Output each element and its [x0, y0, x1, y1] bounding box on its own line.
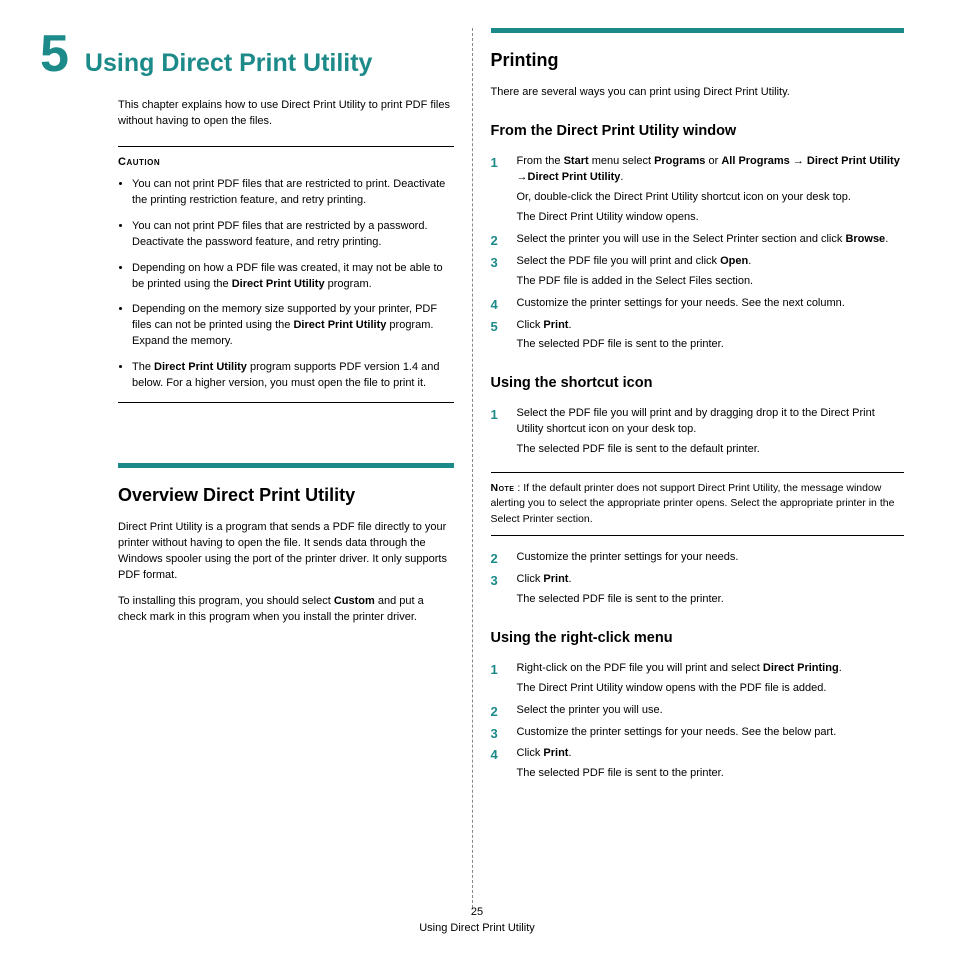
caution-block: Caution You can not print PDF files that…: [118, 155, 454, 392]
sub3-steps: Right-click on the PDF file you will pri…: [491, 661, 905, 783]
left-column: 5 Using Direct Print Utility This chapte…: [40, 28, 472, 895]
step-subtext: The selected PDF file is sent to the def…: [517, 442, 905, 458]
step-item: Click Print.The selected PDF file is sen…: [491, 572, 905, 608]
chapter-header: 5 Using Direct Print Utility: [40, 28, 454, 80]
section-rule-printing: [491, 28, 905, 33]
step-item: Select the PDF file you will print and b…: [491, 406, 905, 458]
chapter-intro: This chapter explains how to use Direct …: [118, 98, 454, 130]
overview-heading: Overview Direct Print Utility: [118, 482, 454, 508]
step-item: Select the PDF file you will print and c…: [491, 254, 905, 290]
sub2-heading: Using the shortcut icon: [491, 373, 905, 394]
chapter-number: 5: [40, 28, 69, 80]
caution-item: Depending on the memory size supported b…: [132, 302, 454, 350]
chapter-title: Using Direct Print Utility: [85, 50, 373, 78]
step-item: Select the printer you will use.: [491, 703, 905, 719]
caution-item: You can not print PDF files that are res…: [132, 219, 454, 251]
caution-rule-top: [118, 146, 454, 147]
step-item: From the Start menu select Programs or A…: [491, 154, 905, 226]
step-subtext: The selected PDF file is sent to the pri…: [517, 592, 905, 608]
caution-item: Depending on how a PDF file was created,…: [132, 261, 454, 293]
step-subtext: The PDF file is added in the Select File…: [517, 274, 905, 290]
sub2-steps-1: Select the PDF file you will print and b…: [491, 406, 905, 458]
step-item: Customize the printer settings for your …: [491, 296, 905, 312]
step-item: Select the printer you will use in the S…: [491, 232, 905, 248]
sub2-steps-2: Customize the printer settings for your …: [491, 550, 905, 608]
step-item: Click Print.The selected PDF file is sen…: [491, 318, 905, 354]
step-subtext: The selected PDF file is sent to the pri…: [517, 337, 905, 353]
page-container: 5 Using Direct Print Utility This chapte…: [0, 0, 954, 895]
section-rule-overview: [118, 463, 454, 468]
printing-heading: Printing: [491, 47, 905, 73]
caution-label: Caution: [118, 155, 454, 171]
right-column: Printing There are several ways you can …: [473, 28, 905, 895]
sub3-heading: Using the right-click menu: [491, 628, 905, 649]
note-colon: :: [514, 482, 523, 494]
step-item: Customize the printer settings for your …: [491, 725, 905, 741]
sub1-heading: From the Direct Print Utility window: [491, 121, 905, 142]
caution-item: The Direct Print Utility program support…: [132, 360, 454, 392]
step-item: Right-click on the PDF file you will pri…: [491, 661, 905, 697]
printing-intro: There are several ways you can print usi…: [491, 85, 905, 101]
step-item: Click Print.The selected PDF file is sen…: [491, 746, 905, 782]
step-subtext: The Direct Print Utility window opens.: [517, 210, 905, 226]
caution-item: You can not print PDF files that are res…: [132, 177, 454, 209]
step-subtext: Or, double-click the Direct Print Utilit…: [517, 190, 905, 206]
note-box: Note : If the default printer does not s…: [491, 472, 905, 536]
overview-paragraph-2: To installing this program, you should s…: [118, 594, 454, 626]
footer-title: Using Direct Print Utility: [0, 921, 954, 936]
note-text: If the default printer does not support …: [491, 482, 895, 524]
page-number: 25: [0, 905, 954, 920]
page-footer: 25 Using Direct Print Utility: [0, 905, 954, 936]
step-subtext: The Direct Print Utility window opens wi…: [517, 681, 905, 697]
note-label: Note: [491, 482, 515, 494]
overview-paragraph-1: Direct Print Utility is a program that s…: [118, 520, 454, 584]
caution-rule-bottom: [118, 402, 454, 403]
step-subtext: The selected PDF file is sent to the pri…: [517, 766, 905, 782]
step-item: Customize the printer settings for your …: [491, 550, 905, 566]
caution-list: You can not print PDF files that are res…: [118, 177, 454, 392]
sub1-steps: From the Start menu select Programs or A…: [491, 154, 905, 353]
